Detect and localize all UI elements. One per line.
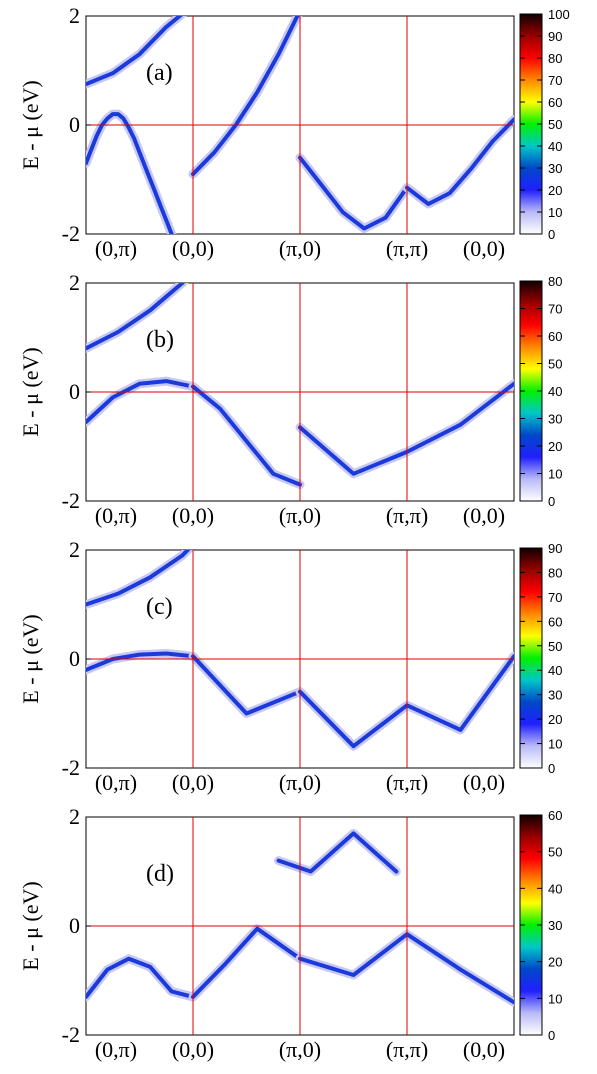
colorbar-tick-label: 40	[548, 139, 562, 154]
band-group	[86, 550, 514, 751]
y-tick-label: -2	[62, 755, 80, 780]
x-tick-label: (0,0)	[172, 1037, 214, 1062]
y-tick-label: -2	[62, 488, 80, 513]
band-line	[405, 117, 514, 206]
y-tick-label: -2	[62, 1022, 80, 1047]
colorbar-tick-label: 10	[548, 205, 562, 220]
x-tick-label: (0,0)	[463, 770, 505, 795]
x-tick-label: (π,π)	[386, 503, 428, 528]
colorbar-tick-label: 60	[548, 614, 562, 629]
colorbar-tick-label: 80	[548, 565, 562, 580]
panel-a: 20-2(0,π) (0,0) (π,0) (π,π) (0,0)E - μ (eV)(…	[18, 3, 570, 261]
y-tick-label: -2	[62, 221, 80, 246]
colorbar-tick-label: 60	[548, 329, 562, 344]
band-line	[86, 16, 183, 87]
band-line	[86, 550, 191, 607]
panel-label: (c)	[146, 594, 173, 620]
colorbar-tick-label: 0	[548, 761, 555, 776]
y-tick-label: 0	[69, 379, 80, 404]
band-line	[276, 831, 399, 874]
y-axis-label: E - μ (eV)	[18, 347, 43, 436]
colorbar-tick-label: 20	[548, 955, 562, 970]
colorbar-tick-label: 50	[548, 639, 562, 654]
x-tick-label: (0,0)	[172, 503, 214, 528]
colorbar-tick-label: 30	[548, 161, 562, 176]
y-tick-label: 2	[69, 270, 80, 295]
colorbar-tick-label: 80	[548, 274, 562, 289]
colorbar-tick-label: 0	[548, 227, 555, 242]
x-tick-label: (π,0)	[279, 236, 321, 261]
x-tick-label: (π,π)	[386, 770, 428, 795]
x-tick-label: (0,0)	[463, 503, 505, 528]
colorbar-tick-label: 30	[548, 918, 562, 933]
colorbar-tick-label: 40	[548, 384, 562, 399]
colorbar	[519, 547, 543, 769]
band-line	[86, 112, 174, 234]
panel-c: 20-2(0,π) (0,0) (π,0) (π,π) (0,0)E - μ (eV)(…	[18, 537, 562, 795]
x-tick-label: (0,π)	[95, 503, 137, 528]
y-tick-label: 2	[69, 537, 80, 562]
colorbar-tick-label: 10	[548, 737, 562, 752]
colorbar-tick-label: 50	[548, 117, 562, 132]
band-line	[191, 384, 302, 487]
band-line	[191, 16, 300, 177]
x-tick-label: (0,0)	[172, 236, 214, 261]
y-tick-label: 2	[69, 804, 80, 829]
colorbar-tick-label: 80	[548, 51, 562, 66]
band-line	[86, 283, 186, 351]
y-axis-label: E - μ (eV)	[18, 881, 43, 970]
band-line	[86, 379, 195, 424]
band-group	[86, 16, 514, 234]
y-axis-label: E - μ (eV)	[18, 80, 43, 169]
colorbar-tick-label: 10	[548, 991, 562, 1006]
band-line	[191, 654, 302, 716]
x-tick-label: (0,0)	[463, 1037, 505, 1062]
y-tick-label: 0	[69, 913, 80, 938]
x-tick-label: (π,π)	[386, 1037, 428, 1062]
colorbar-tick-label: 70	[548, 73, 562, 88]
x-tick-label: (0,π)	[95, 770, 137, 795]
panel-label: (b)	[146, 327, 174, 353]
x-tick-label: (π,π)	[386, 236, 428, 261]
colorbar-tick-label: 20	[548, 183, 562, 198]
band-line	[298, 155, 409, 231]
x-tick-label: (π,0)	[279, 503, 321, 528]
colorbar-tick-label: 60	[548, 808, 562, 823]
colorbar-tick-label: 70	[548, 302, 562, 317]
y-tick-label: 0	[69, 112, 80, 137]
x-tick-label: (π,0)	[279, 770, 321, 795]
colorbar-tick-label: 0	[548, 1028, 555, 1043]
colorbar-tick-label: 30	[548, 412, 562, 427]
x-tick-label: (0,π)	[95, 236, 137, 261]
colorbar-tick-label: 70	[548, 590, 562, 605]
colorbar-tick-label: 60	[548, 95, 562, 110]
colorbar-tick-label: 100	[548, 7, 570, 22]
y-tick-label: 0	[69, 646, 80, 671]
colorbar-tick-label: 40	[548, 663, 562, 678]
panel-label: (d)	[146, 861, 174, 887]
colorbar-tick-label: 90	[548, 29, 562, 44]
panel-d: 20-2(0,π) (0,0) (π,0) (π,π) (0,0)E - μ (eV)(…	[18, 804, 562, 1062]
colorbar-tick-label: 50	[548, 357, 562, 372]
colorbar-tick-label: 20	[548, 712, 562, 727]
colorbar-tick-label: 50	[548, 845, 562, 860]
x-tick-label: (π,0)	[279, 1037, 321, 1062]
y-axis-label: E - μ (eV)	[18, 614, 43, 703]
panel-label: (a)	[146, 60, 173, 86]
colorbar-tick-label: 30	[548, 688, 562, 703]
colorbar-tick-label: 10	[548, 467, 562, 482]
colorbar-tick-label: 20	[548, 439, 562, 454]
colorbar-tick-label: 90	[548, 541, 562, 556]
x-tick-label: (0,0)	[172, 770, 214, 795]
y-tick-label: 2	[69, 3, 80, 28]
colorbar-tick-label: 40	[548, 881, 562, 896]
x-tick-label: (0,π)	[95, 1037, 137, 1062]
panel-b: 20-2(0,π) (0,0) (π,0) (π,π) (0,0)E - μ (eV)(…	[18, 270, 562, 528]
x-tick-label: (0,0)	[463, 236, 505, 261]
band-line	[86, 651, 195, 672]
band-line	[191, 926, 302, 999]
colorbar-tick-label: 0	[548, 494, 555, 509]
band-line	[86, 956, 195, 999]
